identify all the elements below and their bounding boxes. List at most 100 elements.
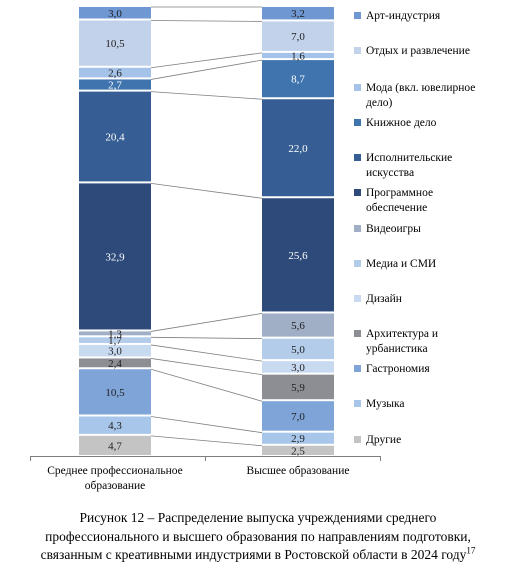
legend-item-исполнительские-искусства: Исполнительские искусства — [354, 152, 452, 179]
category-label: образование — [85, 480, 145, 492]
value-label: 1,6 — [291, 51, 305, 63]
connector-line-книжное-дело — [150, 59, 263, 80]
value-label: 22,0 — [288, 143, 308, 155]
legend-swatch — [354, 189, 361, 196]
legend-swatch — [354, 365, 361, 372]
value-label: 2,6 — [108, 68, 122, 80]
bar-segment-другие-2 — [262, 445, 334, 455]
stacked-bar-chart: 4,74,310,52,43,01,71,332,920,42,72,610,5… — [30, 6, 475, 492]
bar-segment-музыка-1 — [79, 416, 151, 434]
legend-label: обеспечение — [366, 202, 427, 214]
category-label: Среднее профессиональное — [47, 465, 183, 477]
value-label: 2,4 — [108, 358, 122, 370]
legend-item-гастрономия: Гастрономия — [354, 363, 430, 375]
bar-segment-книжное-дело-1 — [79, 79, 151, 90]
connector-line-архитектура-и-урбанистика — [150, 358, 263, 376]
connector-line-программное-обеспечение — [150, 183, 263, 199]
x-axis — [30, 456, 381, 461]
bar-segment-гастрономия-2 — [262, 401, 334, 431]
value-labels: 4,74,310,52,43,01,71,332,920,42,72,610,5… — [105, 8, 308, 458]
value-label: 5,6 — [291, 320, 305, 332]
bars — [79, 7, 334, 455]
legend-label: Архитектура и — [366, 328, 438, 340]
caption-line-2: профессионального и высшего образования … — [45, 528, 471, 544]
legend-label: урбанистика — [366, 343, 428, 355]
caption-footnote: 17 — [466, 545, 476, 556]
bar-segment-видеоигры-1 — [79, 331, 151, 336]
legend-label: Видеоигры — [366, 223, 421, 235]
legend-label: Программное — [366, 187, 433, 199]
connector-line-дизайн — [150, 344, 263, 362]
legend-label: Арт-индустрия — [366, 10, 441, 22]
connector-line-видеоигры — [150, 313, 263, 332]
category-label: Высшее образование — [247, 465, 350, 477]
bar-segment-архитектура-и-урбанистика-2 — [262, 374, 334, 400]
bar-segment-другие-1 — [79, 435, 151, 455]
legend-item-отдых-и-развлечение: Отдых и развлечение — [354, 45, 470, 57]
value-label: 10,5 — [105, 387, 125, 399]
legend-swatch — [354, 154, 361, 161]
bar-segment-книжное-дело-2 — [262, 60, 334, 98]
value-label: 2,7 — [108, 80, 122, 92]
legend-swatch — [354, 84, 361, 91]
legend-item-программное-обеспечение: Программное обеспечение — [354, 187, 433, 214]
legend-swatch — [354, 119, 361, 126]
legend-swatch — [354, 400, 361, 407]
value-label: 3,0 — [291, 362, 305, 374]
legend-label: Музыка — [366, 398, 404, 410]
figure-caption: Рисунок 12 – Распределение выпуска учреж… — [10, 509, 506, 565]
value-label: 2,5 — [291, 445, 305, 457]
legend-swatch — [354, 225, 361, 232]
connector-line-музыка — [150, 416, 263, 434]
legend-label: Мода (вкл. ювелирное — [366, 82, 475, 94]
connector-line-мода-вкл-ювелирное-дело — [150, 52, 263, 69]
value-label: 2,9 — [291, 433, 305, 445]
bar-segment-гастрономия-1 — [79, 369, 151, 415]
value-label: 3,0 — [108, 346, 122, 358]
legend-swatch — [354, 47, 361, 54]
legend-label: искусства — [366, 167, 414, 179]
legend-item-другие: Другие — [354, 434, 401, 446]
bar-segment-арт-индустрия-2 — [262, 7, 334, 20]
caption-line-3-text: связанным с креативными индустриями в Ро… — [40, 547, 467, 562]
value-label: 32,9 — [105, 251, 125, 263]
legend-item-арт-индустрия: Арт-индустрия — [354, 10, 441, 22]
legend-item-медиа-и-сми: Медиа и СМИ — [354, 258, 436, 270]
bar-segment-архитектура-и-урбанистика-1 — [79, 358, 151, 368]
value-label: 4,7 — [108, 440, 122, 452]
connector-line-исполнительские-искусства — [150, 91, 263, 100]
legend-swatch — [354, 436, 361, 443]
legend-item-дизайн: Дизайн — [354, 293, 402, 305]
bar-segment-видеоигры-2 — [262, 313, 334, 337]
value-label: 5,0 — [291, 344, 305, 356]
legend-swatch — [354, 295, 361, 302]
legend-label: Отдых и развлечение — [366, 45, 470, 57]
value-label: 25,6 — [288, 250, 308, 262]
value-label: 3,0 — [108, 8, 122, 20]
legend-label: Исполнительские — [366, 152, 452, 164]
legend: Арт-индустрия Отдых и развлечение Мода (вк… — [354, 10, 475, 446]
bar-segment-исполнительские-искусства-1 — [79, 91, 151, 182]
value-label: 10,5 — [105, 38, 125, 50]
bar-segment-арт-индустрия-1 — [79, 7, 151, 19]
value-label: 1,3 — [108, 328, 122, 340]
connector-line-гастрономия — [150, 368, 263, 402]
caption-line-1: Рисунок 12 – Распределение выпуска учреж… — [79, 510, 437, 525]
value-label: 7,0 — [291, 411, 305, 423]
value-label: 4,3 — [108, 420, 122, 432]
connector-line-другие — [150, 435, 263, 447]
legend-swatch — [354, 260, 361, 267]
bar-segment-медиа-и-сми-1 — [79, 337, 151, 343]
legend-swatch — [354, 12, 361, 19]
legend-item-музыка: Музыка — [354, 398, 404, 410]
legend-label: Гастрономия — [366, 363, 430, 375]
bar-segment-мода-вкл-ювелирное-дело-1 — [79, 67, 151, 78]
bar-segment-музыка-2 — [262, 432, 334, 444]
value-label: 20,4 — [105, 132, 125, 144]
legend-item-мода-вкл-ювелирное-дело: Мода (вкл. ювелирное дело) — [354, 82, 475, 109]
connector-line-отдых-и-развлечение — [150, 20, 263, 22]
legend-label: дело) — [366, 97, 392, 109]
value-label: 5,9 — [291, 382, 305, 394]
legend-swatch — [354, 330, 361, 337]
